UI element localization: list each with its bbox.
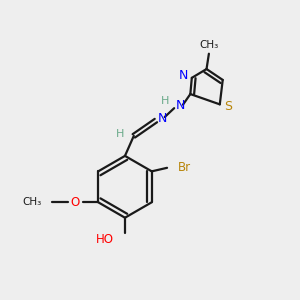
Text: Br: Br <box>178 161 191 174</box>
Text: CH₃: CH₃ <box>22 197 42 207</box>
Text: O: O <box>70 196 79 209</box>
Text: S: S <box>224 100 232 113</box>
Text: H: H <box>161 96 170 106</box>
Text: CH₃: CH₃ <box>200 40 219 50</box>
Text: HO: HO <box>96 233 114 246</box>
Text: N: N <box>179 69 188 82</box>
Text: N: N <box>176 99 185 112</box>
Text: N: N <box>158 112 167 125</box>
Text: H: H <box>116 129 124 140</box>
